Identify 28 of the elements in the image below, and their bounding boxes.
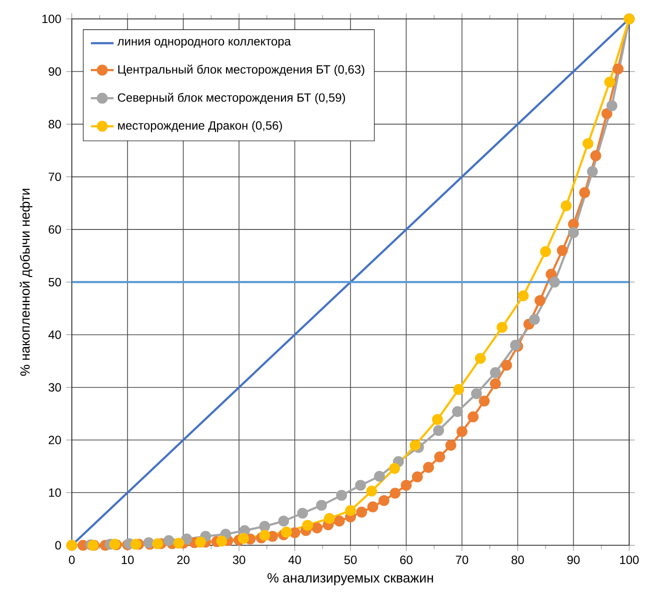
x-tick-label: 100 <box>620 556 639 564</box>
x-tick-label: 60 <box>400 556 412 564</box>
legend-label: Северный блок месторождения БТ (0,59) <box>118 92 346 104</box>
y-tick-label: 100 <box>42 14 61 24</box>
y-tick-label: 20 <box>48 436 61 444</box>
y-tick-label: 10 <box>49 488 61 498</box>
legend-label: Центральный блок месторождения БТ (0,63) <box>118 64 364 76</box>
y-axis-title: % накопленной добычи нефти <box>20 189 32 376</box>
y-tick-label: 0 <box>55 541 61 550</box>
y-tick-label: 60 <box>48 225 61 234</box>
x-tick-label: 0 <box>68 556 75 564</box>
y-tick-label: 50 <box>48 278 61 286</box>
y-tick-label: 80 <box>48 120 61 129</box>
x-tick-label: 40 <box>288 556 301 564</box>
x-tick-label: 90 <box>567 556 580 564</box>
y-tick-label: 30 <box>48 383 61 392</box>
x-axis-title: % анализируемых скважин <box>268 573 433 586</box>
legend-label: линия однородного коллектора <box>117 39 291 48</box>
x-tick-label: 80 <box>512 556 524 564</box>
y-tick-label: 90 <box>48 67 61 76</box>
x-tick-label: 50 <box>344 556 357 564</box>
y-tick-label: 40 <box>48 330 61 340</box>
y-tick-label: 70 <box>48 172 61 182</box>
x-tick-label: 10 <box>122 556 134 564</box>
x-tick-label: 20 <box>177 556 190 564</box>
legend-label: месторождение Дракон (0,56) <box>118 121 282 132</box>
x-tick-label: 30 <box>232 556 246 564</box>
x-tick-label: 70 <box>456 556 468 564</box>
